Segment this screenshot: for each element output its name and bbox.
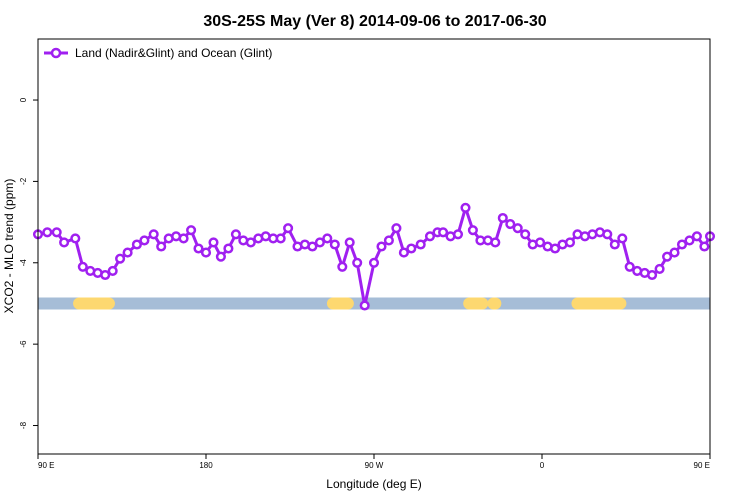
- data-point: [368, 257, 380, 268]
- data-point: [662, 251, 673, 262]
- data-point: [415, 239, 426, 250]
- data-point: [699, 241, 710, 252]
- data-point: [59, 237, 70, 248]
- x-axis-label: Longitude (deg E): [326, 477, 421, 491]
- data-point: [100, 269, 111, 281]
- data-point: [148, 229, 159, 240]
- data-point: [223, 243, 234, 254]
- data-point: [460, 202, 471, 213]
- data-point: [406, 243, 417, 254]
- data-point: [398, 247, 409, 258]
- data-point: [314, 237, 325, 248]
- data-point: [307, 241, 318, 252]
- data-point: [512, 223, 523, 234]
- series-line: [37, 206, 712, 307]
- data-point: [617, 233, 628, 244]
- y-axis-label: XCO2 - MLO trend (ppm): [2, 179, 16, 314]
- data-point: [535, 237, 546, 248]
- data-point: [691, 231, 702, 242]
- data-point: [684, 235, 695, 246]
- data-point: [230, 229, 241, 240]
- data-point: [654, 263, 665, 274]
- data-point: [245, 237, 256, 248]
- data-point: [208, 237, 219, 248]
- data-point: [283, 223, 294, 234]
- data-point: [359, 300, 370, 311]
- data-point: [497, 212, 508, 224]
- legend-marker-swatch: [50, 47, 62, 59]
- data-point: [322, 233, 333, 244]
- data-point: [115, 253, 126, 264]
- data-point: [452, 229, 464, 240]
- data-point: [609, 239, 620, 250]
- data-point: [200, 247, 212, 258]
- data-point: [424, 231, 436, 242]
- data-point: [156, 241, 167, 252]
- y-tick-label: -4: [19, 259, 28, 267]
- data-point: [438, 227, 449, 238]
- data-point: [505, 219, 516, 230]
- data-point: [107, 265, 118, 276]
- data-point: [520, 229, 531, 240]
- chart-title: 30S-25S May (Ver 8) 2014-09-06 to 2017-0…: [203, 13, 546, 30]
- data-point: [70, 233, 81, 244]
- y-axis: 0 -2 -4 -6 -8: [19, 97, 38, 429]
- data-point: [467, 225, 478, 236]
- x-tick-label: 180: [199, 461, 213, 470]
- data-point: [647, 269, 658, 281]
- x-tick-label: 0: [540, 461, 545, 470]
- series-layer: [32, 202, 716, 311]
- data-point: [193, 243, 204, 254]
- y-tick-label: -6: [19, 340, 28, 348]
- data-point: [131, 239, 142, 250]
- data-point: [564, 237, 576, 248]
- data-point: [139, 235, 150, 246]
- data-point: [77, 261, 88, 272]
- data-point: [602, 229, 613, 240]
- data-point: [352, 257, 363, 268]
- data-point: [624, 261, 635, 272]
- data-point: [383, 235, 394, 246]
- data-point: [215, 251, 226, 262]
- data-point: [186, 225, 197, 236]
- data-point: [344, 237, 355, 248]
- x-tick-label: 90 W: [365, 461, 384, 470]
- x-tick-label: 90 E: [38, 461, 54, 470]
- data-point: [391, 223, 402, 234]
- x-axis: 90 E 180 90 W 0 90 E: [37, 454, 711, 470]
- y-tick-label: 0: [19, 97, 28, 102]
- data-point: [669, 247, 680, 258]
- data-point: [376, 241, 387, 252]
- data-point: [676, 239, 688, 250]
- legend: Land (Nadir&Glint) and Ocean (Glint): [44, 46, 272, 60]
- data-point: [490, 237, 501, 248]
- data-point: [329, 239, 340, 250]
- y-tick-label: -8: [19, 421, 28, 429]
- data-point: [337, 261, 348, 272]
- data-point: [122, 247, 133, 258]
- data-point: [275, 233, 286, 244]
- data-point: [550, 243, 561, 254]
- y-tick-label: -2: [19, 177, 28, 185]
- data-point: [178, 233, 189, 244]
- legend-entry-label: Land (Nadir&Glint) and Ocean (Glint): [75, 46, 272, 60]
- x-tick-label: 90 E: [694, 461, 710, 470]
- data-point: [42, 227, 53, 238]
- data-point: [51, 227, 62, 238]
